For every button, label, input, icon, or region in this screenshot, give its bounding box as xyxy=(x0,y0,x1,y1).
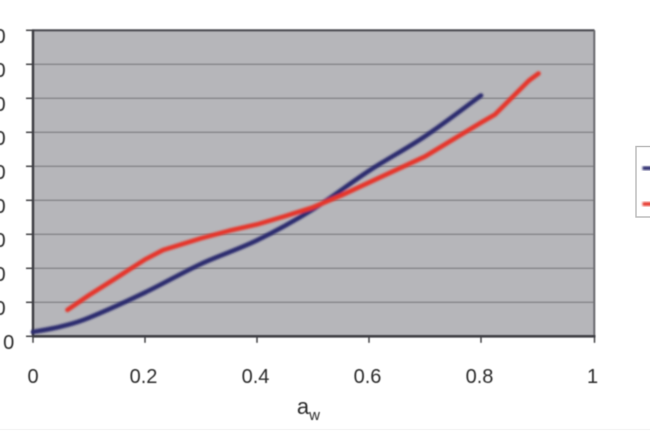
svg-text:0: 0 xyxy=(0,298,6,320)
svg-text:0.4: 0.4 xyxy=(242,366,270,388)
svg-text:1: 1 xyxy=(587,366,598,388)
svg-text:0: 0 xyxy=(3,332,14,354)
svg-text:0: 0 xyxy=(0,128,6,150)
svg-text:0: 0 xyxy=(0,230,6,252)
svg-text:0: 0 xyxy=(0,26,6,48)
svg-text:w: w xyxy=(308,407,320,424)
svg-text:0.8: 0.8 xyxy=(466,366,494,388)
svg-text:0: 0 xyxy=(0,196,6,218)
svg-text:0: 0 xyxy=(27,366,38,388)
svg-text:0: 0 xyxy=(0,264,6,286)
svg-text:a: a xyxy=(297,394,310,419)
svg-text:0: 0 xyxy=(0,162,6,184)
svg-text:0.2: 0.2 xyxy=(130,366,158,388)
svg-text:0: 0 xyxy=(0,94,6,116)
svg-text:0.6: 0.6 xyxy=(354,366,382,388)
svg-text:0: 0 xyxy=(0,60,6,82)
